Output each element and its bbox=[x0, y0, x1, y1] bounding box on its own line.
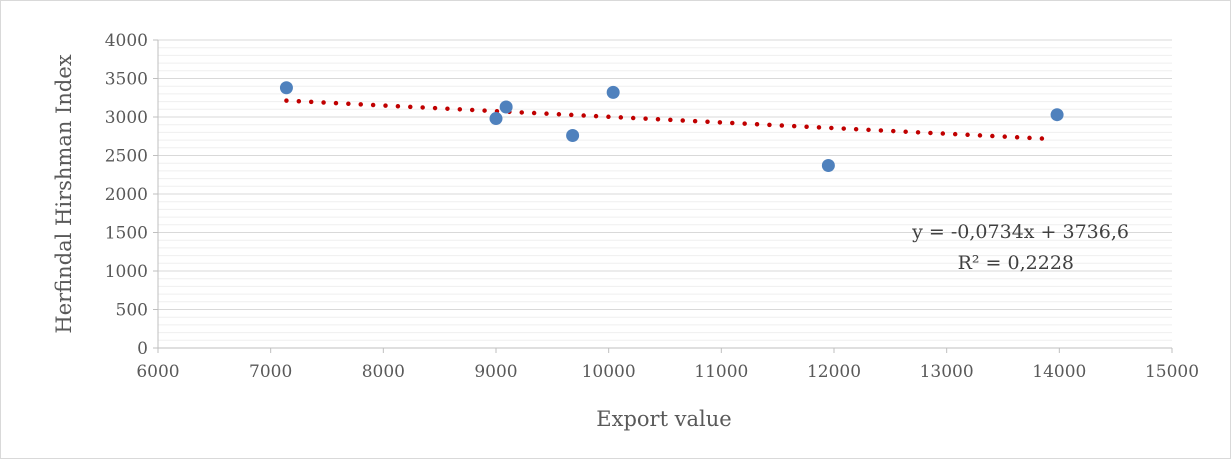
x-tick-label: 8000 bbox=[362, 362, 405, 382]
x-tick-label: 11000 bbox=[694, 362, 748, 382]
x-tick-label: 7000 bbox=[249, 362, 292, 382]
y-tick-label: 1000 bbox=[105, 262, 148, 282]
x-tick-label: 12000 bbox=[807, 362, 861, 382]
y-tick-label: 2000 bbox=[105, 185, 148, 205]
x-tick-label: 10000 bbox=[582, 362, 636, 382]
y-tick-label: 3000 bbox=[105, 108, 148, 128]
data-points bbox=[279, 81, 1064, 173]
x-tick-label: 6000 bbox=[136, 362, 179, 382]
x-tick-label: 15000 bbox=[1145, 362, 1199, 382]
data-point bbox=[821, 159, 835, 173]
grid-lines bbox=[158, 39, 1172, 341]
data-point bbox=[566, 128, 580, 142]
x-tick-label: 9000 bbox=[474, 362, 517, 382]
trendline-equation: y = -0,0734x + 3736,6 bbox=[911, 221, 1129, 243]
trendline-path bbox=[284, 98, 1045, 141]
x-tick-label: 13000 bbox=[920, 362, 974, 382]
data-point bbox=[499, 100, 513, 114]
x-axis-title: Export value bbox=[596, 407, 731, 431]
y-tick-label: 500 bbox=[116, 301, 148, 321]
tick-labels: 0 500 1000 1500 2000 2500 3000 3500 4000 6000 7000… bbox=[105, 31, 1199, 382]
axes bbox=[153, 39, 1173, 353]
y-tick-label: 4000 bbox=[105, 31, 148, 51]
trendline-r-squared: R² = 0,2228 bbox=[958, 252, 1074, 274]
data-point bbox=[606, 85, 620, 99]
x-tick-label: 14000 bbox=[1032, 362, 1086, 382]
y-axis-title: Herfindal Hirshman Index bbox=[52, 54, 76, 333]
data-point bbox=[489, 112, 503, 126]
y-tick-label: 1500 bbox=[105, 224, 148, 244]
data-point bbox=[1050, 108, 1064, 122]
y-tick-label: 0 bbox=[137, 339, 148, 359]
trendline bbox=[284, 98, 1045, 141]
y-tick-label: 2500 bbox=[105, 147, 148, 167]
y-tick-label: 3500 bbox=[105, 70, 148, 90]
data-point bbox=[279, 81, 293, 95]
